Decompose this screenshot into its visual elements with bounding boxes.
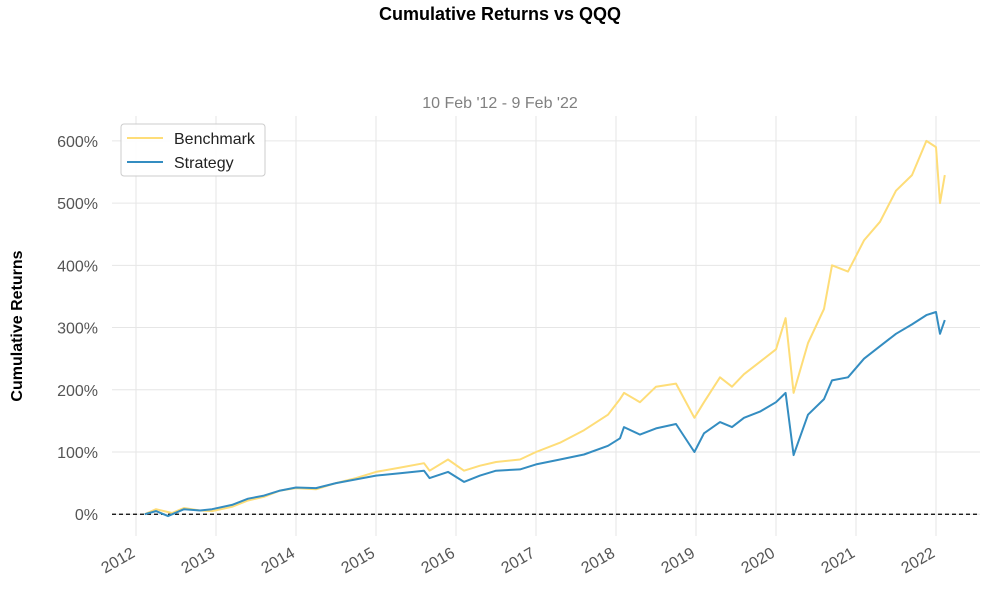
y-tick-label: 600% <box>57 134 98 151</box>
x-tick-label: 2018 <box>579 545 618 578</box>
y-tick-label: 0% <box>75 507 98 524</box>
y-tick-label: 300% <box>57 321 98 338</box>
x-tick-label: 2019 <box>659 545 698 578</box>
series-lines <box>144 139 946 518</box>
x-tick-label: 2020 <box>739 545 778 578</box>
legend: Benchmark Strategy <box>120 123 266 177</box>
x-tick-label: 2014 <box>259 545 298 578</box>
series-line-strategy <box>144 311 946 518</box>
x-tick-label: 2022 <box>899 545 938 578</box>
x-tick-label: 2016 <box>419 545 458 578</box>
x-tick-label: 2017 <box>499 545 538 578</box>
y-tick-label: 500% <box>57 196 98 213</box>
legend-label: Benchmark <box>174 131 256 148</box>
y-tick-label: 100% <box>57 445 98 462</box>
x-tick-labels: 2012 2013 2014 2015 2016 2017 2018 2019 2020 2021… <box>99 545 938 578</box>
x-tick-label: 2021 <box>819 545 858 578</box>
x-tick-label: 2013 <box>179 545 218 578</box>
y-axis-label: Cumulative Returns <box>9 250 26 401</box>
y-tick-label: 400% <box>57 258 98 275</box>
y-tick-labels: 0% 100% 200% 300% 400% 500% 600% <box>57 134 98 524</box>
x-tick-label: 2012 <box>99 545 138 578</box>
chart-title: Cumulative Returns vs QQQ <box>379 4 621 24</box>
x-tick-label: 2015 <box>339 545 378 578</box>
chart-subtitle: 10 Feb '12 - 9 Feb '22 <box>422 95 578 112</box>
legend-label: Strategy <box>174 155 234 172</box>
y-tick-label: 200% <box>57 383 98 400</box>
grid <box>112 116 980 536</box>
